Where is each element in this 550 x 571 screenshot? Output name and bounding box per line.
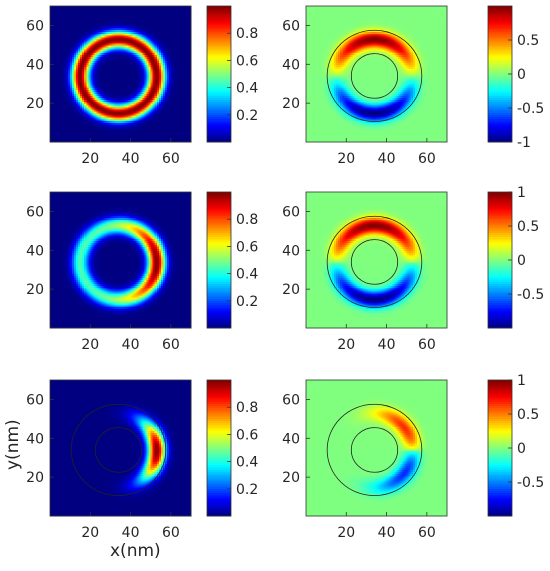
colorbar [207,6,231,143]
panel-row1-left: 20 40 60 20 40 60 0.2 0.4 0.6 0.8 [26,6,258,167]
x-tick-label: 40 [122,151,140,167]
y-tick-label: 60 [26,18,44,34]
colorbar-tick-label: 0.2 [236,108,258,124]
colorbar-tick-label: 0.6 [236,53,258,69]
x-tick-label: 20 [81,151,99,167]
y-tick-label: 20 [26,96,44,112]
colorbar-segment [207,6,231,9]
colorbar-tick-label: 0.4 [236,81,258,97]
x-tick-label: 60 [162,151,180,167]
heatmap-row1-left [50,6,192,143]
y-tick-label: 40 [26,57,44,73]
colorbar-tick-label: 0.8 [236,26,258,42]
panel-row1-right: 20 40 60204060-1-0.500.5 [282,6,544,167]
